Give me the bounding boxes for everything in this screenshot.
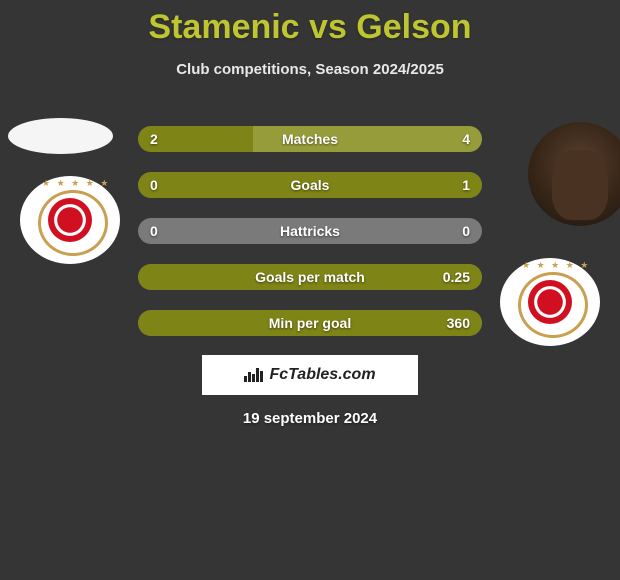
- player-left-avatar: [8, 118, 113, 154]
- stats-container: 2 Matches 4 0 Goals 1 0 Hattricks 0 Goal…: [138, 126, 482, 356]
- brand-box[interactable]: FcTables.com: [202, 355, 418, 395]
- stat-row-goals-per-match: Goals per match 0.25: [138, 264, 482, 290]
- date-text: 19 september 2024: [0, 410, 620, 427]
- stat-right-value: 1: [462, 172, 470, 198]
- stat-row-matches: 2 Matches 4: [138, 126, 482, 152]
- stat-label: Hattricks: [138, 218, 482, 244]
- comparison-subtitle: Club competitions, Season 2024/2025: [0, 61, 620, 78]
- stat-right-value: 4: [462, 126, 470, 152]
- stat-label: Goals per match: [138, 264, 482, 290]
- stat-row-hattricks: 0 Hattricks 0: [138, 218, 482, 244]
- comparison-title: Stamenic vs Gelson: [0, 0, 620, 47]
- stat-right-value: 0: [462, 218, 470, 244]
- brand-text: FcTables.com: [269, 366, 375, 384]
- stat-right-value: 360: [447, 310, 470, 336]
- stat-label: Goals: [138, 172, 482, 198]
- stat-row-goals: 0 Goals 1: [138, 172, 482, 198]
- club-right-logo: ★ ★ ★ ★ ★: [500, 258, 600, 346]
- stat-label: Min per goal: [138, 310, 482, 336]
- club-left-logo: ★ ★ ★ ★ ★: [20, 176, 120, 264]
- club-stars-icon: ★ ★ ★ ★ ★: [42, 178, 110, 189]
- stat-label: Matches: [138, 126, 482, 152]
- stat-right-value: 0.25: [443, 264, 470, 290]
- stat-row-min-per-goal: Min per goal 360: [138, 310, 482, 336]
- club-stars-icon: ★ ★ ★ ★ ★: [522, 260, 590, 271]
- bars-icon: [244, 368, 263, 382]
- player-right-avatar: [528, 122, 620, 226]
